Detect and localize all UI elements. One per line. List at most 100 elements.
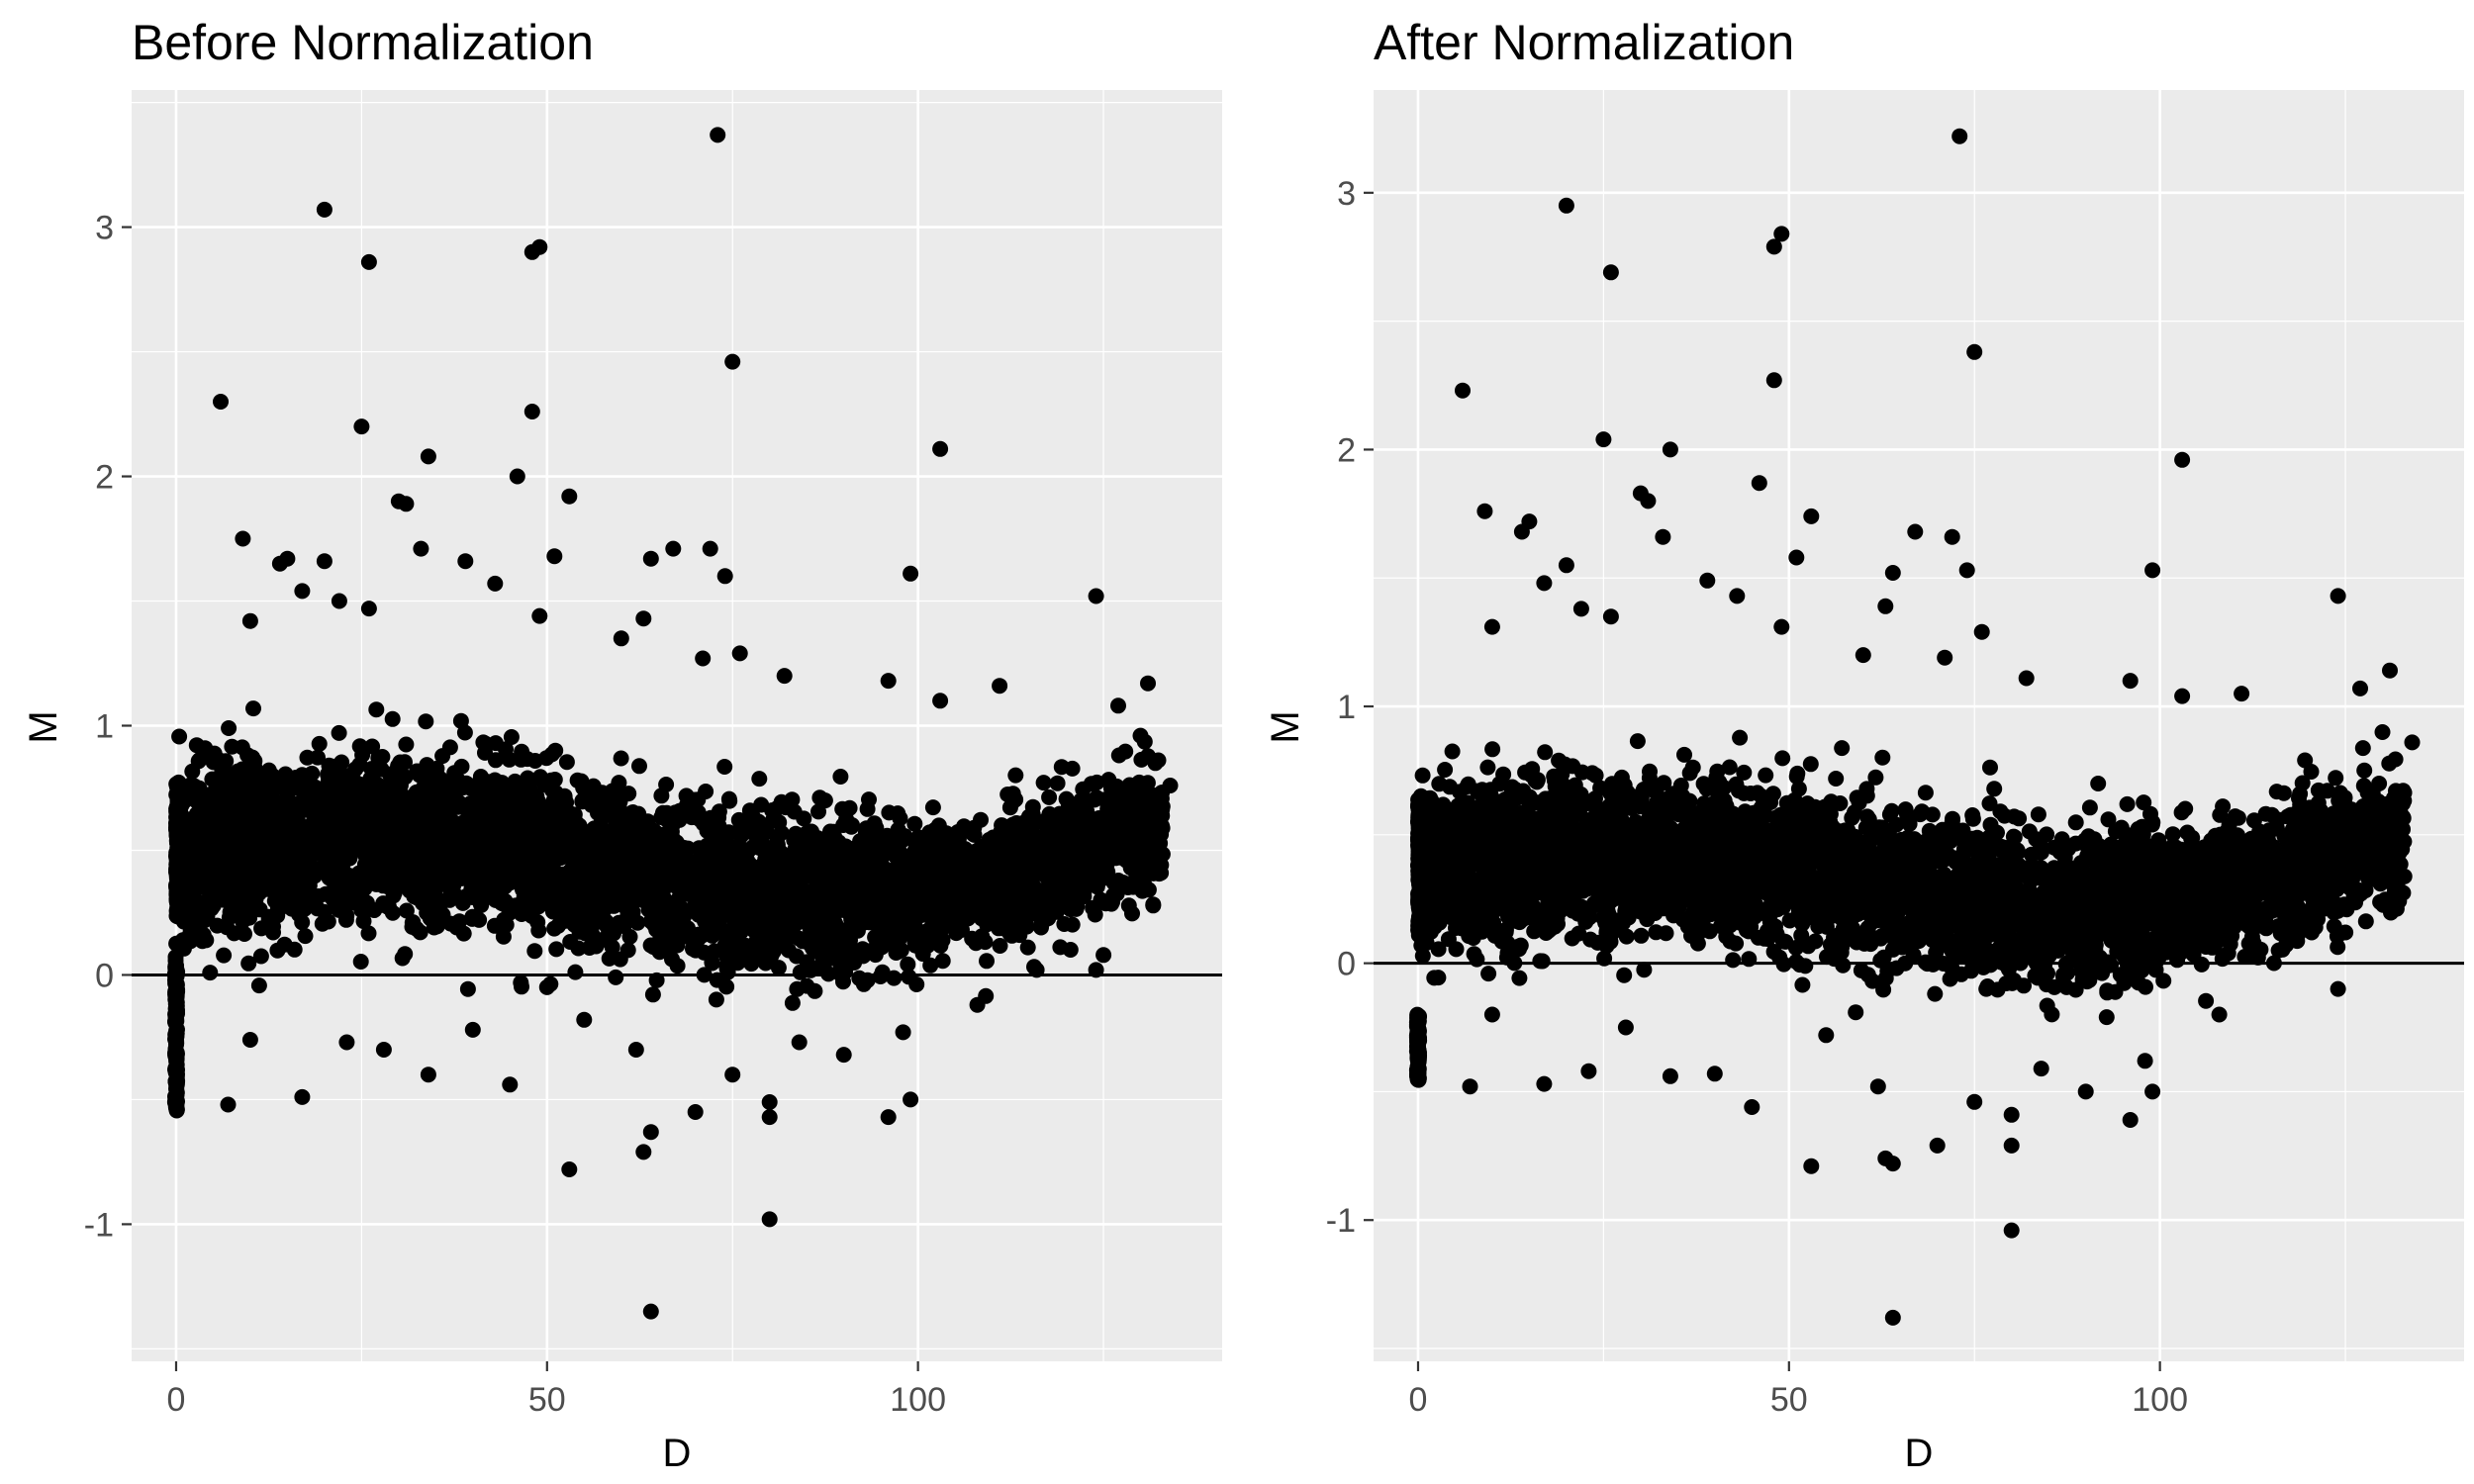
data-point	[474, 815, 491, 832]
data-point	[394, 950, 411, 967]
data-point	[651, 944, 668, 961]
data-point	[404, 918, 421, 935]
data-point	[956, 818, 973, 835]
data-point	[1150, 844, 1166, 861]
data-point	[1007, 767, 1024, 784]
data-point	[719, 964, 736, 980]
data-point	[776, 668, 793, 685]
data-point	[615, 843, 631, 860]
data-point	[992, 678, 1008, 695]
data-point	[907, 937, 923, 954]
data-point	[971, 903, 988, 919]
data-point	[397, 754, 413, 771]
data-point	[286, 941, 303, 958]
data-point	[832, 866, 849, 882]
data-point	[792, 964, 809, 980]
data-point	[754, 895, 771, 912]
data-point	[525, 898, 541, 915]
data-point	[408, 784, 425, 800]
data-point	[456, 724, 473, 741]
data-point	[559, 885, 576, 901]
data-point	[531, 238, 548, 255]
data-point	[299, 749, 316, 766]
data-point	[397, 859, 414, 876]
data-point	[272, 852, 289, 869]
data-point	[619, 942, 636, 959]
data-point	[168, 1003, 185, 1019]
data-point	[360, 925, 377, 942]
data-point	[202, 965, 219, 981]
data-point	[621, 928, 638, 945]
data-point	[558, 754, 575, 771]
data-point	[317, 845, 333, 862]
data-point	[169, 804, 186, 821]
data-point	[1035, 775, 1052, 791]
x-tick-label: 50	[528, 1381, 566, 1419]
data-point	[338, 1034, 355, 1051]
data-point	[477, 735, 494, 752]
data-point	[247, 891, 264, 908]
data-point	[498, 741, 514, 758]
data-point	[870, 882, 887, 899]
data-point	[353, 418, 370, 435]
data-point	[169, 779, 185, 795]
data-point	[843, 846, 860, 863]
data-point	[439, 809, 455, 826]
data-point	[861, 822, 878, 839]
data-point	[1116, 802, 1133, 819]
data-point	[212, 840, 229, 857]
data-point	[665, 540, 682, 557]
data-point	[366, 852, 383, 869]
data-point	[384, 710, 401, 727]
data-point	[737, 897, 754, 914]
data-point	[648, 972, 665, 988]
data-point	[1033, 919, 1049, 936]
data-point	[1022, 852, 1038, 869]
data-point	[417, 807, 433, 824]
data-point	[553, 845, 570, 862]
data-point	[897, 917, 913, 934]
data-point	[635, 610, 652, 627]
data-point	[697, 913, 714, 930]
data-point	[934, 932, 951, 949]
data-point	[398, 736, 415, 753]
data-point	[550, 788, 567, 804]
data-point	[509, 468, 525, 485]
data-point	[1041, 788, 1058, 805]
data-point	[652, 924, 669, 940]
data-point	[299, 876, 316, 892]
data-point	[383, 773, 399, 789]
data-point	[1104, 833, 1121, 850]
data-point	[793, 878, 809, 894]
data-point	[523, 822, 540, 839]
data-point	[601, 950, 618, 967]
data-point	[924, 799, 941, 816]
data-point	[688, 942, 704, 959]
data-point	[533, 849, 550, 866]
data-point	[1110, 697, 1126, 714]
data-point	[1089, 774, 1105, 790]
data-point	[638, 884, 655, 901]
data-point	[241, 762, 258, 779]
data-point	[761, 1094, 778, 1110]
data-point	[738, 852, 755, 869]
data-point	[168, 892, 185, 909]
data-point	[441, 739, 458, 756]
data-point	[168, 907, 185, 924]
data-point	[1095, 947, 1112, 964]
data-point	[1139, 775, 1156, 791]
data-point	[226, 925, 242, 942]
data-point	[457, 553, 474, 570]
data-point	[613, 630, 629, 647]
data-point	[743, 956, 760, 973]
data-point	[1078, 810, 1094, 827]
data-point	[252, 948, 269, 965]
data-point	[756, 913, 773, 930]
data-point	[1062, 942, 1079, 958]
x-axis-ticks: 0 50 100	[167, 1361, 946, 1419]
data-point	[859, 972, 876, 988]
data-point	[241, 1032, 258, 1048]
data-point	[507, 773, 523, 789]
data-point	[1147, 755, 1164, 772]
data-point	[772, 906, 789, 923]
